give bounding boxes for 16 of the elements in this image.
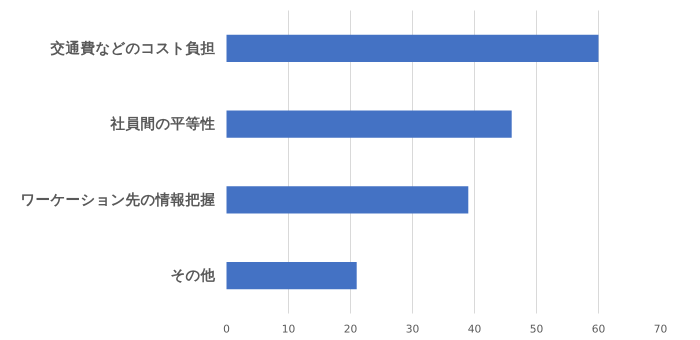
x-tick-label: 20 [344,322,358,336]
y-tick-label: 交通費などのコスト負担 [50,38,216,57]
bar [226,34,598,62]
x-tick-label: 60 [592,322,606,336]
x-tick-label: 50 [530,322,544,336]
x-tick-label: 70 [654,322,668,336]
y-tick-label: ワーケーション先の情報把握 [20,191,216,208]
bar [226,262,357,290]
y-tick-label: 社員間の平等性 [110,116,216,133]
x-tick-label: 40 [468,322,482,336]
x-tick-label: 30 [406,322,420,336]
x-tick-label: 0 [223,322,230,336]
x-tick-label: 10 [282,322,296,336]
bar [226,186,468,214]
y-tick-label: その他 [170,267,216,284]
bar [226,110,512,138]
